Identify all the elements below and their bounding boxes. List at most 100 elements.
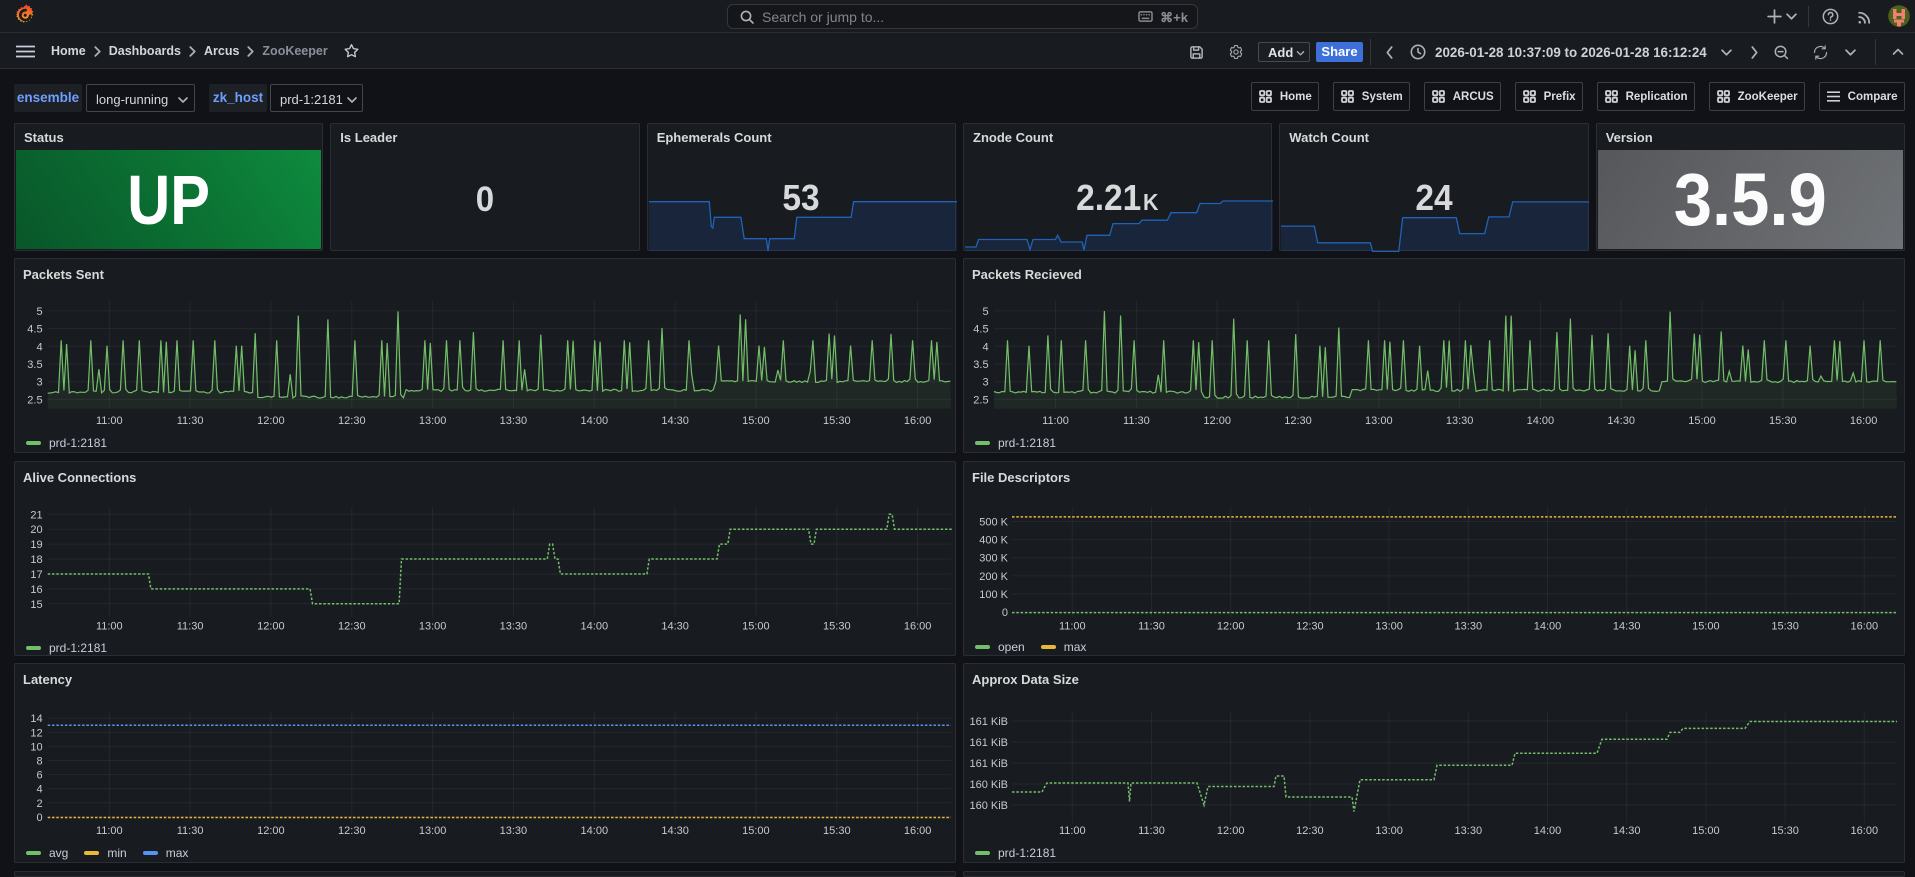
svg-text:400 K: 400 K	[979, 535, 1008, 547]
svg-text:12:30: 12:30	[1296, 621, 1324, 633]
svg-text:11:30: 11:30	[177, 415, 204, 427]
svg-text:3.5: 3.5	[27, 359, 42, 371]
svg-text:14:30: 14:30	[661, 621, 689, 633]
svg-text:11:30: 11:30	[1138, 825, 1165, 837]
svg-text:12: 12	[30, 727, 42, 739]
svg-text:4.5: 4.5	[27, 324, 42, 336]
svg-text:15: 15	[30, 599, 42, 611]
svg-text:0: 0	[1002, 607, 1008, 619]
svg-text:3: 3	[982, 377, 988, 389]
svg-text:16:00: 16:00	[904, 415, 932, 427]
svg-text:14:30: 14:30	[1613, 825, 1641, 837]
svg-text:13:00: 13:00	[419, 415, 447, 427]
svg-text:11:00: 11:00	[96, 621, 123, 633]
svg-text:15:30: 15:30	[823, 621, 851, 633]
svg-text:15:00: 15:00	[742, 415, 770, 427]
svg-text:20: 20	[30, 524, 42, 536]
svg-text:13:30: 13:30	[1446, 415, 1474, 427]
svg-text:14:00: 14:00	[581, 621, 609, 633]
svg-text:15:00: 15:00	[742, 825, 770, 837]
svg-text:0: 0	[36, 812, 42, 824]
svg-text:160 KiB: 160 KiB	[969, 800, 1008, 812]
svg-text:13:30: 13:30	[500, 621, 528, 633]
svg-text:12:30: 12:30	[1284, 415, 1312, 427]
svg-text:13:00: 13:00	[419, 825, 447, 837]
svg-text:13:30: 13:30	[1455, 825, 1483, 837]
svg-text:12:00: 12:00	[1217, 621, 1245, 633]
svg-text:11:00: 11:00	[96, 825, 123, 837]
svg-text:11:30: 11:30	[1138, 621, 1165, 633]
svg-text:11:30: 11:30	[177, 621, 204, 633]
svg-text:12:30: 12:30	[1296, 825, 1324, 837]
svg-text:11:30: 11:30	[1123, 415, 1150, 427]
svg-text:17: 17	[30, 569, 42, 581]
svg-text:14:00: 14:00	[1534, 825, 1562, 837]
svg-text:14:30: 14:30	[661, 825, 689, 837]
svg-text:13:00: 13:00	[419, 621, 447, 633]
svg-text:13:00: 13:00	[1375, 621, 1403, 633]
svg-text:13:00: 13:00	[1365, 415, 1393, 427]
svg-text:6: 6	[36, 770, 42, 782]
svg-text:160 KiB: 160 KiB	[969, 779, 1008, 791]
svg-text:12:30: 12:30	[338, 415, 366, 427]
svg-text:21: 21	[30, 509, 42, 521]
svg-text:2.5: 2.5	[27, 394, 42, 406]
svg-text:13:30: 13:30	[500, 825, 528, 837]
svg-text:4: 4	[982, 341, 988, 353]
svg-text:4.5: 4.5	[973, 324, 988, 336]
svg-text:14:30: 14:30	[1613, 621, 1641, 633]
svg-text:16:00: 16:00	[904, 825, 932, 837]
svg-text:15:30: 15:30	[1771, 825, 1799, 837]
svg-text:161 KiB: 161 KiB	[969, 737, 1008, 749]
svg-text:4: 4	[36, 784, 42, 796]
svg-text:16:00: 16:00	[1851, 621, 1879, 633]
svg-text:14:30: 14:30	[661, 415, 689, 427]
svg-text:18: 18	[30, 554, 42, 566]
svg-text:15:00: 15:00	[1692, 825, 1720, 837]
svg-text:14:00: 14:00	[581, 825, 609, 837]
svg-text:14:00: 14:00	[581, 415, 609, 427]
svg-text:13:30: 13:30	[1455, 621, 1483, 633]
svg-text:14:00: 14:00	[1527, 415, 1555, 427]
svg-text:8: 8	[36, 756, 42, 768]
svg-text:11:00: 11:00	[1059, 825, 1086, 837]
svg-text:15:30: 15:30	[823, 415, 851, 427]
svg-text:19: 19	[30, 539, 42, 551]
svg-text:100 K: 100 K	[979, 589, 1008, 601]
svg-text:10: 10	[30, 741, 42, 753]
svg-text:300 K: 300 K	[979, 553, 1008, 565]
svg-text:16:00: 16:00	[1851, 825, 1879, 837]
svg-text:12:00: 12:00	[1217, 825, 1245, 837]
svg-text:4: 4	[36, 341, 42, 353]
svg-text:15:30: 15:30	[1771, 621, 1799, 633]
svg-text:3: 3	[36, 377, 42, 389]
svg-text:161 KiB: 161 KiB	[969, 716, 1008, 728]
svg-text:15:00: 15:00	[1692, 621, 1720, 633]
svg-text:12:30: 12:30	[338, 825, 366, 837]
svg-text:15:30: 15:30	[823, 825, 851, 837]
svg-text:11:00: 11:00	[96, 415, 123, 427]
svg-text:5: 5	[36, 306, 42, 318]
svg-text:14:00: 14:00	[1534, 621, 1562, 633]
svg-text:11:30: 11:30	[177, 825, 204, 837]
svg-text:16:00: 16:00	[904, 621, 932, 633]
svg-text:5: 5	[982, 306, 988, 318]
svg-text:200 K: 200 K	[979, 571, 1008, 583]
svg-text:15:00: 15:00	[1688, 415, 1716, 427]
svg-text:12:00: 12:00	[257, 825, 285, 837]
svg-text:2: 2	[36, 798, 42, 810]
svg-text:12:00: 12:00	[257, 415, 285, 427]
svg-text:161 KiB: 161 KiB	[969, 758, 1008, 770]
svg-text:12:30: 12:30	[338, 621, 366, 633]
svg-text:11:00: 11:00	[1059, 621, 1086, 633]
svg-text:16:00: 16:00	[1850, 415, 1878, 427]
svg-text:12:00: 12:00	[257, 621, 285, 633]
svg-text:3.5: 3.5	[973, 359, 988, 371]
svg-text:14:30: 14:30	[1607, 415, 1635, 427]
svg-text:11:00: 11:00	[1042, 415, 1069, 427]
svg-text:13:30: 13:30	[500, 415, 528, 427]
svg-text:2.5: 2.5	[973, 394, 988, 406]
svg-text:15:00: 15:00	[742, 621, 770, 633]
svg-text:500 K: 500 K	[979, 517, 1008, 529]
svg-text:13:00: 13:00	[1375, 825, 1403, 837]
